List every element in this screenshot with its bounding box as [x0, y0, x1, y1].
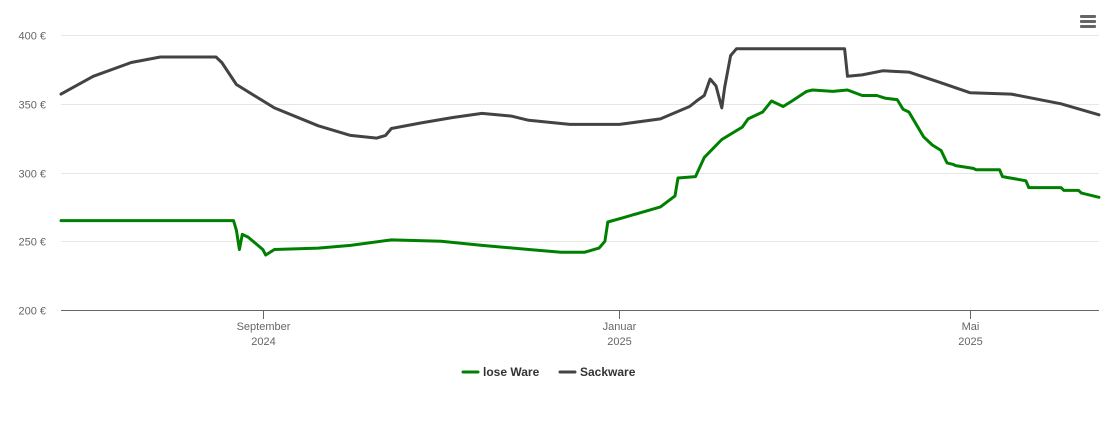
legend: lose Ware Sackware [461, 365, 636, 379]
hamburger-menu-icon[interactable] [1076, 12, 1100, 32]
y-tick-label: 300 € [18, 169, 46, 181]
y-tick-label: 250 € [18, 237, 46, 249]
x-tick-label: Mai [962, 321, 980, 333]
y-tick-label: 350 € [18, 100, 46, 112]
series-lines [59, 47, 1101, 257]
series-line-1 [59, 47, 1101, 140]
x-tick-label-year: 2024 [251, 336, 275, 348]
legend-item[interactable]: Sackware [558, 365, 636, 379]
legend-item[interactable]: lose Ware [461, 365, 540, 379]
x-tick-label-year: 2025 [607, 336, 631, 348]
y-axis: 200 € 250 € 300 € 350 € 400 € [18, 31, 46, 318]
grid-lines [61, 35, 1099, 242]
legend-label: Sackware [580, 365, 636, 379]
y-tick-label: 200 € [18, 306, 46, 318]
x-axis: September 2024 Januar 2025 Mai 2025 [237, 310, 983, 348]
series-line-0 [59, 88, 1101, 257]
legend-label: lose Ware [483, 365, 540, 379]
x-tick-label: Januar [603, 321, 637, 333]
x-tick-label: September [237, 321, 291, 333]
x-tick-label-year: 2025 [958, 336, 982, 348]
y-tick-label: 400 € [18, 31, 46, 43]
